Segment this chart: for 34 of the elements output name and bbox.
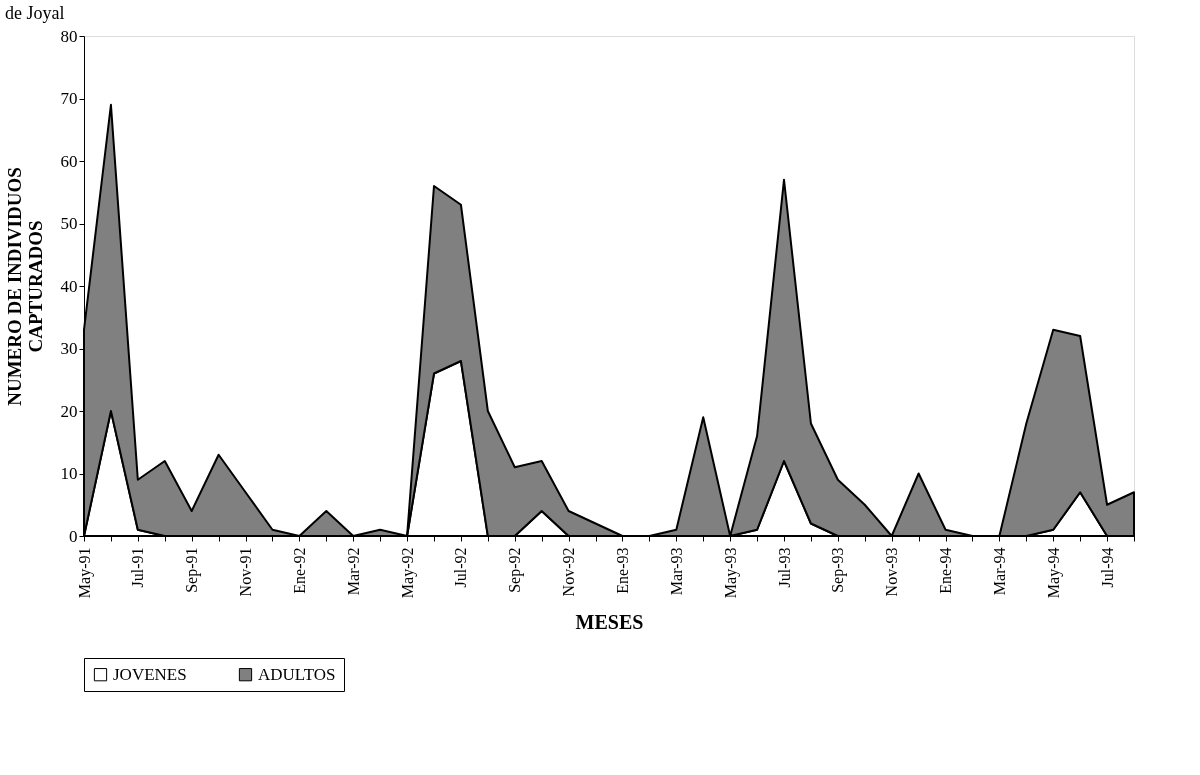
x-tick-label: Ene-93: [613, 547, 631, 594]
x-tick-label: Nov-91: [237, 547, 255, 597]
x-tick-label: Jul-92: [452, 547, 470, 588]
y-tick-label: 80: [60, 26, 78, 46]
x-tick-label: Sep-91: [183, 547, 202, 593]
x-tick-label: Ene-94: [937, 547, 955, 594]
x-tick-label: Nov-92: [560, 547, 578, 597]
x-tick-label: Nov-93: [883, 547, 901, 597]
x-tick-label: Jul-91: [129, 547, 147, 588]
x-tick-label: Mar-94: [990, 547, 1008, 596]
x-tick-label: May-94: [1044, 547, 1063, 599]
x-tick-label: Jul-94: [1098, 547, 1116, 588]
x-axis-title: MESES: [575, 611, 644, 634]
y-tick-label: 30: [60, 339, 78, 358]
y-tick-label: 0: [69, 526, 78, 546]
x-tick-label: Sep-92: [506, 547, 525, 593]
x-tick-label: Jul-93: [775, 547, 793, 588]
x-tick-label: Sep-93: [829, 547, 848, 593]
x-tick-label: Mar-92: [344, 547, 362, 596]
y-tick-label: 10: [60, 464, 78, 483]
y-tick-label: 70: [60, 89, 78, 108]
x-tick-label: May-91: [75, 547, 94, 599]
y-tick-label: 20: [60, 401, 78, 421]
legend-label: JOVENES: [113, 664, 187, 684]
x-tick-label: Mar-93: [667, 547, 685, 596]
y-axis-title: NUMERO DE INDIVIDUOS CAPTURADOS: [3, 167, 46, 406]
y-tick-label: 50: [60, 214, 78, 233]
x-tick-label: May-93: [721, 547, 740, 599]
y-tick-label: 60: [60, 151, 78, 171]
chart-title: de Joyal: [5, 3, 65, 23]
y-tick-label: 40: [60, 276, 78, 296]
legend-label: ADULTOS: [258, 664, 336, 684]
x-tick-label: May-92: [398, 547, 417, 599]
x-tick-label: Ene-92: [290, 547, 308, 594]
